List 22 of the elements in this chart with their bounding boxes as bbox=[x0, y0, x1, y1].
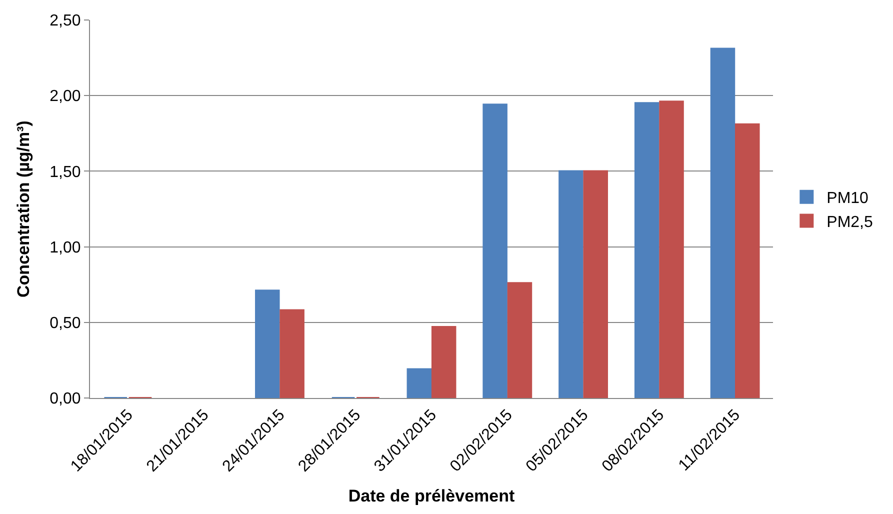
y-axis-title: Concentration (µg/m³) bbox=[14, 120, 34, 298]
bar bbox=[482, 104, 508, 398]
bar bbox=[558, 170, 584, 398]
bar bbox=[735, 123, 760, 398]
bar bbox=[507, 282, 532, 398]
y-tick-label: 1,00 bbox=[50, 239, 81, 256]
legend-label: PM2,5 bbox=[826, 214, 874, 231]
legend-label: PM10 bbox=[826, 190, 869, 208]
bar bbox=[634, 102, 660, 398]
bar bbox=[431, 326, 456, 398]
bar bbox=[255, 290, 280, 398]
bar bbox=[583, 170, 608, 398]
bar bbox=[659, 100, 684, 398]
y-tick-label: 2,00 bbox=[50, 88, 81, 106]
y-tick-label: 2,50 bbox=[50, 12, 81, 30]
bar bbox=[280, 309, 304, 398]
y-tick-label: 0,00 bbox=[50, 390, 81, 408]
y-tick-label: 1,50 bbox=[50, 164, 81, 181]
bar bbox=[406, 368, 432, 398]
bar bbox=[710, 48, 736, 398]
x-axis-title: Date de prélèvement bbox=[348, 486, 515, 506]
y-tick-label: 0,50 bbox=[50, 315, 81, 332]
